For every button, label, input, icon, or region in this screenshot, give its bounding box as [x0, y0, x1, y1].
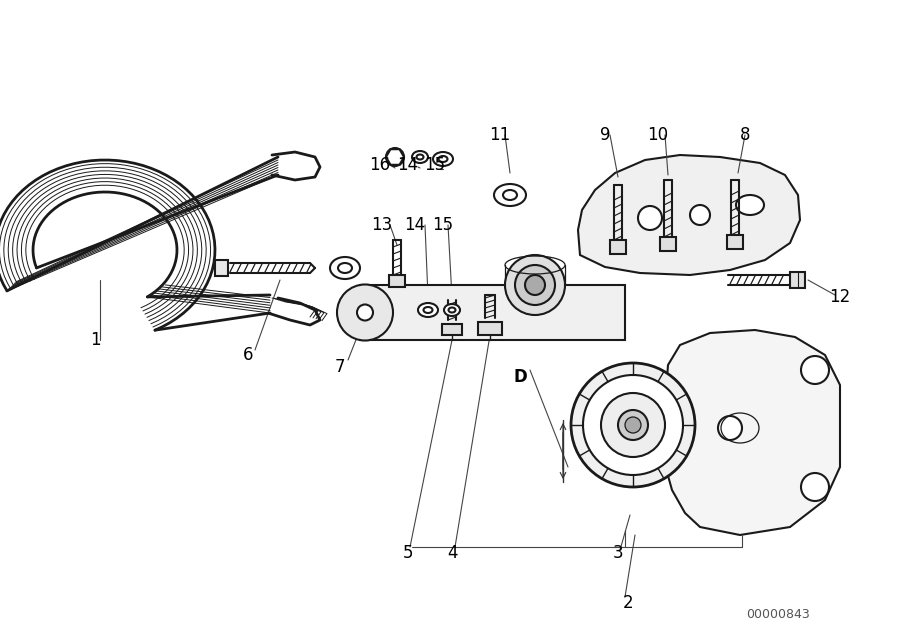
Text: 3: 3 [613, 544, 624, 562]
Ellipse shape [736, 195, 764, 215]
Ellipse shape [503, 190, 517, 200]
Text: 13: 13 [372, 216, 392, 234]
Text: 1: 1 [90, 331, 100, 349]
Polygon shape [578, 155, 800, 275]
Polygon shape [660, 237, 676, 251]
Polygon shape [389, 275, 405, 287]
Circle shape [583, 375, 683, 475]
Text: 15: 15 [432, 216, 454, 234]
Polygon shape [662, 330, 840, 535]
Polygon shape [790, 272, 805, 288]
Polygon shape [727, 235, 743, 249]
Text: 2: 2 [623, 594, 634, 612]
Circle shape [718, 416, 742, 440]
Text: 4: 4 [448, 544, 458, 562]
Text: 12: 12 [830, 288, 850, 306]
Circle shape [625, 417, 641, 433]
Circle shape [571, 363, 695, 487]
Ellipse shape [412, 151, 428, 163]
Ellipse shape [494, 184, 526, 206]
Ellipse shape [438, 156, 447, 162]
Circle shape [386, 148, 404, 166]
Ellipse shape [433, 152, 453, 166]
Text: 16: 16 [369, 156, 391, 174]
Text: 5: 5 [403, 544, 413, 562]
Text: 9: 9 [599, 126, 610, 144]
Text: 10: 10 [647, 126, 669, 144]
Text: 7: 7 [335, 358, 346, 376]
Circle shape [601, 393, 665, 457]
Polygon shape [360, 285, 625, 340]
Text: 15: 15 [425, 156, 446, 174]
Ellipse shape [330, 257, 360, 279]
Text: 11: 11 [490, 126, 510, 144]
Polygon shape [386, 149, 404, 165]
Circle shape [690, 205, 710, 225]
Ellipse shape [417, 154, 424, 159]
Text: 6: 6 [243, 346, 253, 364]
Text: 14: 14 [398, 156, 418, 174]
Circle shape [638, 206, 662, 230]
Circle shape [390, 152, 400, 162]
Ellipse shape [444, 304, 460, 316]
Polygon shape [215, 260, 228, 276]
Text: D: D [513, 368, 526, 386]
Circle shape [525, 275, 545, 295]
Circle shape [505, 255, 565, 315]
Text: 14: 14 [404, 216, 426, 234]
Text: 00000843: 00000843 [746, 608, 810, 622]
Polygon shape [442, 324, 462, 335]
Circle shape [618, 410, 648, 440]
Polygon shape [478, 322, 502, 335]
Circle shape [801, 473, 829, 501]
Ellipse shape [448, 307, 455, 312]
Ellipse shape [418, 303, 438, 317]
Ellipse shape [338, 263, 352, 273]
Circle shape [357, 305, 373, 321]
Ellipse shape [424, 307, 433, 313]
Polygon shape [610, 240, 626, 254]
Circle shape [337, 284, 393, 340]
Circle shape [801, 356, 829, 384]
Text: 8: 8 [740, 126, 751, 144]
Circle shape [515, 265, 555, 305]
